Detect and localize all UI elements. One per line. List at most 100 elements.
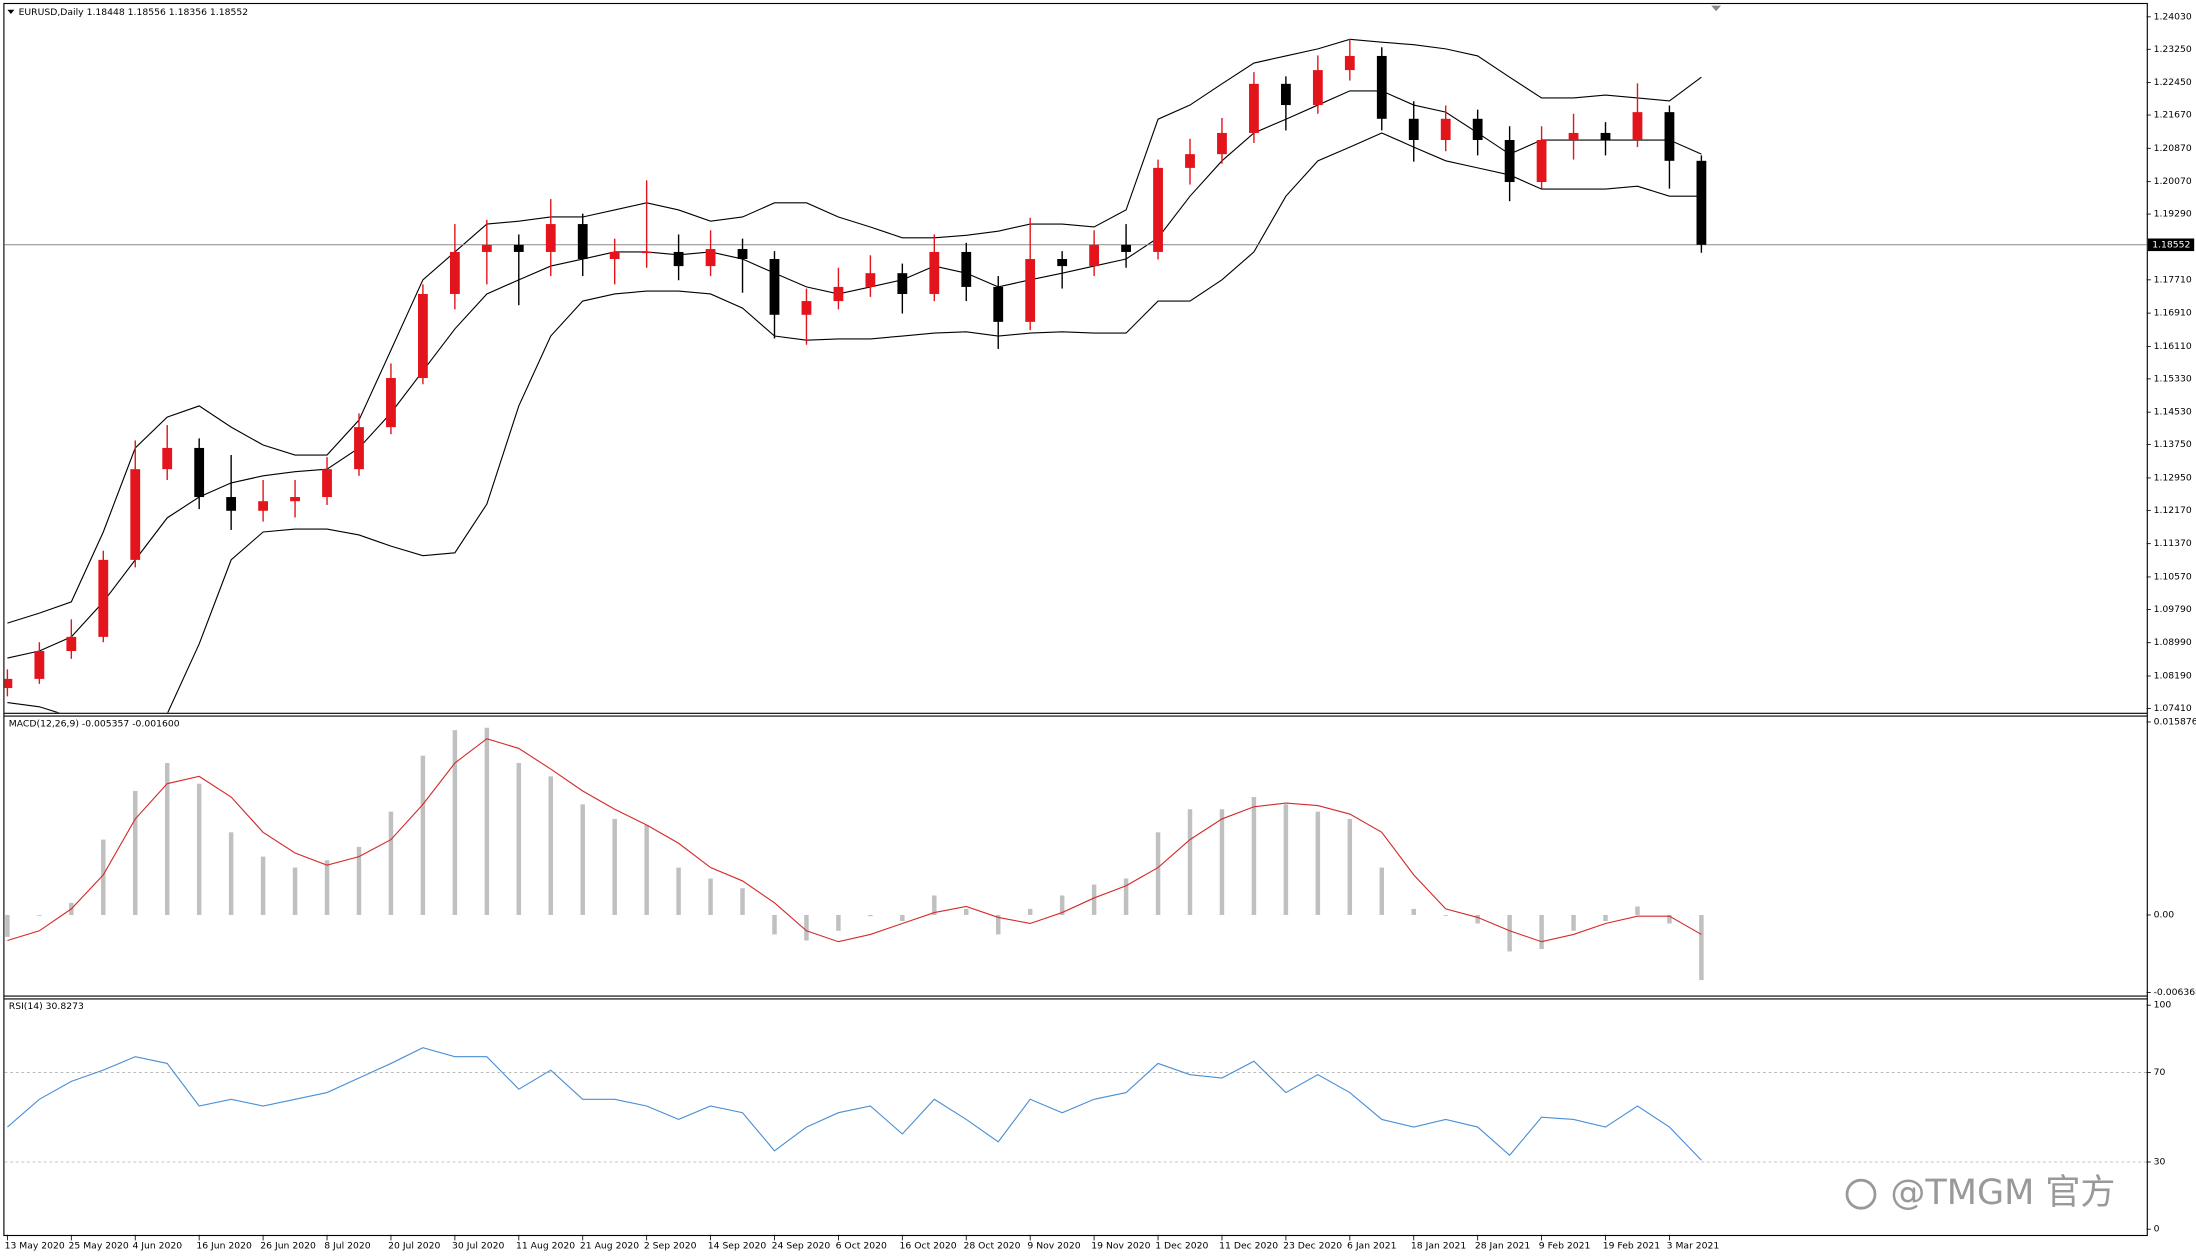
- x-tick-label: 21 Aug 2020: [580, 1241, 639, 1252]
- macd-bar: [900, 914, 905, 922]
- candle-body: [1632, 112, 1643, 141]
- macd-bar: [452, 730, 458, 915]
- x-tick-label: 28 Jan 2021: [1475, 1241, 1530, 1252]
- y-tick-label: 1.07410: [2154, 703, 2192, 714]
- macd-bar: [612, 818, 617, 915]
- frame: [3, 2, 2148, 1237]
- macd-pane: [5, 727, 1704, 981]
- x-tick-label: 6 Jan 2021: [1347, 1241, 1397, 1252]
- x-tick-label: 9 Feb 2021: [1539, 1241, 1591, 1252]
- candle-body: [1568, 132, 1579, 141]
- y-tick-label: 1.13750: [2154, 439, 2192, 450]
- macd-bar: [676, 867, 681, 915]
- y-tick-label: 1.08990: [2154, 637, 2192, 648]
- y-tick-label: 1.11370: [2154, 538, 2192, 549]
- candle-body: [449, 251, 460, 294]
- candle-body: [641, 251, 652, 254]
- x-tick-label: 2 Sep 2020: [644, 1241, 697, 1252]
- candle-body: [354, 427, 364, 470]
- candle-body: [833, 286, 844, 302]
- candle-body: [1153, 167, 1163, 252]
- candle-body: [1121, 244, 1131, 252]
- candle-body: [513, 244, 524, 252]
- candle-body: [1344, 55, 1355, 71]
- candle-body: [290, 497, 300, 502]
- macd-bar: [356, 846, 362, 915]
- y-tick-label: 1.14530: [2154, 407, 2192, 418]
- macd-title: MACD(12,26,9) -0.005357 -0.001600: [9, 718, 180, 729]
- candle-body: [1472, 118, 1483, 141]
- y-tick-label: 70: [2154, 1067, 2166, 1078]
- macd-bar: [1571, 914, 1576, 931]
- candle-body: [1312, 70, 1323, 106]
- x-tick-label: 8 Jul 2020: [324, 1241, 371, 1252]
- macd-bar: [1699, 914, 1704, 981]
- x-tick-label: 6 Oct 2020: [836, 1241, 887, 1252]
- y-tick-label: 0.00: [2154, 909, 2175, 920]
- macd-bar: [1251, 797, 1257, 915]
- macd-bar: [1667, 914, 1672, 924]
- candle-body: [673, 251, 684, 267]
- x-tick-label: 14 Sep 2020: [708, 1241, 767, 1252]
- candle-body: [386, 378, 396, 428]
- candle-body: [609, 251, 620, 260]
- candle-body: [577, 224, 588, 260]
- macd-bar: [932, 895, 937, 915]
- candle-body: [1440, 118, 1451, 141]
- macd-bar: [292, 867, 298, 915]
- candle-body: [258, 501, 268, 511]
- macd-bar: [772, 914, 777, 935]
- x-tick-label: 23 Dec 2020: [1283, 1241, 1342, 1252]
- x-tick-label: 26 Jun 2020: [260, 1241, 316, 1252]
- candle-body: [226, 497, 237, 511]
- macd-bar: [420, 755, 426, 915]
- x-tick-label: 28 Oct 2020: [963, 1241, 1020, 1252]
- bollinger-middle: [7, 90, 1702, 659]
- y-tick-label: 1.23250: [2154, 44, 2192, 55]
- candle-body: [1696, 160, 1707, 245]
- menu-arrow: [7, 9, 15, 14]
- x-tick-label: 25 May 2020: [69, 1241, 129, 1252]
- x-tick-label: 11 Dec 2020: [1219, 1241, 1278, 1252]
- rsi-pane: [4, 1047, 2147, 1163]
- y-tick-label: 30: [2154, 1157, 2166, 1168]
- candle-body: [1217, 132, 1227, 155]
- candle-body: [737, 249, 748, 260]
- macd-bar: [708, 878, 713, 915]
- y-tick-label: 1.24030: [2154, 11, 2192, 22]
- y-tick-label: 1.20070: [2154, 176, 2192, 187]
- macd-bar: [164, 763, 170, 915]
- watermark-logo: [1845, 1178, 1877, 1210]
- macd-bar: [1123, 878, 1129, 915]
- x-tick-label: 20 Jul 2020: [388, 1241, 440, 1252]
- candle-body: [98, 559, 109, 637]
- candle-body: [418, 293, 428, 379]
- candle-body: [769, 259, 780, 315]
- macd-bar: [37, 914, 42, 916]
- candle-body: [1057, 259, 1068, 267]
- macd-bar: [1187, 809, 1193, 915]
- candle-body: [34, 651, 45, 679]
- rsi-title: RSI(14) 30.8273: [9, 1001, 84, 1012]
- candle-body: [545, 224, 556, 252]
- macd-bar: [1603, 914, 1608, 922]
- x-tick-label: 1 Dec 2020: [1155, 1241, 1208, 1252]
- candle-body: [1089, 244, 1100, 267]
- candle-body: [1408, 118, 1419, 141]
- macd-bar: [995, 914, 1001, 935]
- x-tick-label: 19 Nov 2020: [1091, 1241, 1150, 1252]
- macd-bar: [1155, 832, 1161, 915]
- macd-bar: [324, 860, 330, 915]
- y-tick-label: 1.15330: [2154, 373, 2192, 384]
- candle-body: [1280, 83, 1291, 106]
- candle-body: [1249, 83, 1259, 133]
- y-tick-label: 1.16110: [2154, 341, 2192, 352]
- macd-bar: [1443, 914, 1448, 916]
- macd-bar: [1283, 804, 1289, 915]
- macd-signal-line: [7, 738, 1702, 943]
- x-tick-label: 19 Feb 2021: [1603, 1241, 1661, 1252]
- macd-bar: [1379, 867, 1385, 915]
